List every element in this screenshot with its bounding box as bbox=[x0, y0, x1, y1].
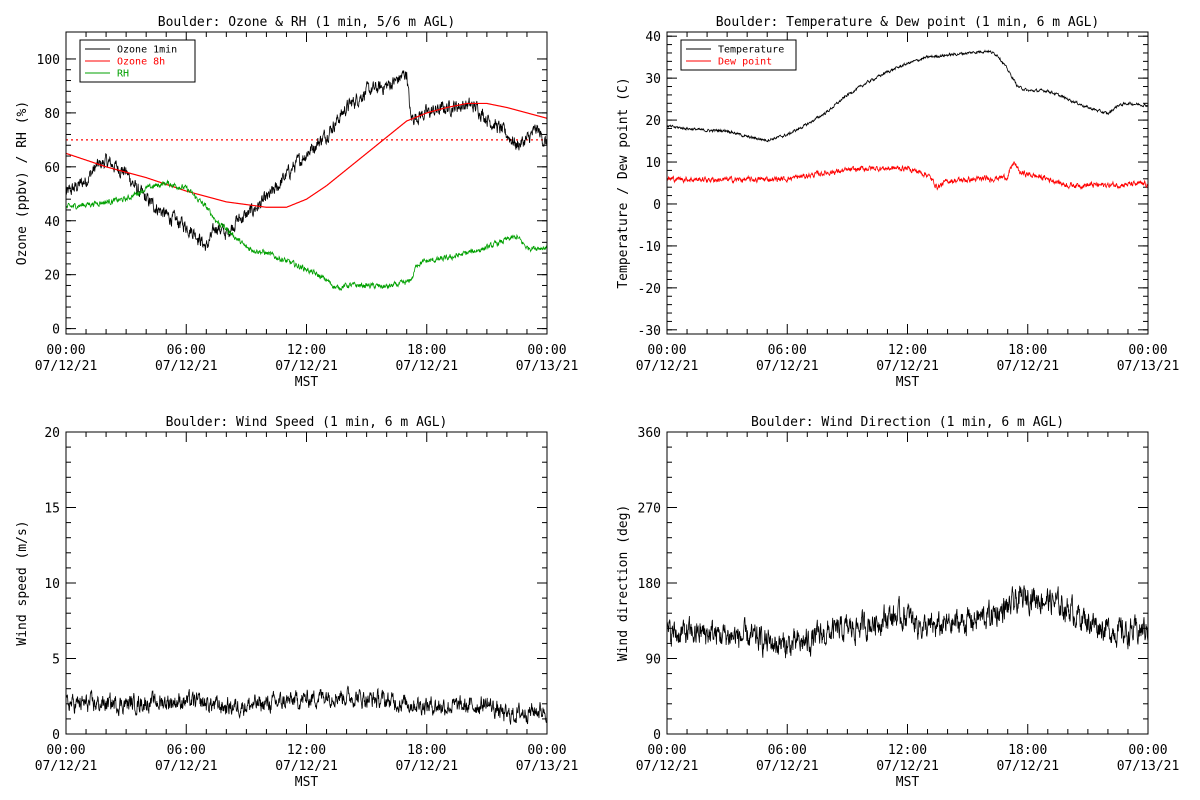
y-axis-label: Ozone (ppbv) / RH (%) bbox=[15, 101, 30, 265]
series-line-rh bbox=[66, 179, 547, 291]
x-tick-label-time: 00:00 bbox=[46, 343, 85, 358]
x-tick-label-time: 18:00 bbox=[407, 743, 446, 758]
x-tick-label-time: 18:00 bbox=[1008, 743, 1047, 758]
chart-panel-3: Boulder: Wind Speed (1 min, 6 m AGL) Wind… bbox=[15, 415, 578, 790]
series-line-temperature bbox=[667, 49, 1148, 143]
x-axis-label: MST bbox=[295, 775, 319, 790]
chart-panel-2: Boulder: Temperature & Dew point (1 min,… bbox=[616, 15, 1179, 390]
y-tick-label: 30 bbox=[645, 72, 661, 87]
y-tick-label: 80 bbox=[44, 107, 60, 122]
x-tick-label-time: 18:00 bbox=[407, 343, 446, 358]
series-line-ozone-1min bbox=[66, 70, 547, 251]
x-tick-label-time: 12:00 bbox=[287, 743, 326, 758]
x-tick-label-time: 00:00 bbox=[647, 743, 686, 758]
y-tick-label: 20 bbox=[645, 114, 661, 129]
x-tick-label-date: 07/12/21 bbox=[876, 359, 939, 374]
y-tick-label: 100 bbox=[37, 53, 60, 68]
x-axis-label: MST bbox=[295, 375, 319, 390]
x-tick-label-time: 06:00 bbox=[167, 343, 206, 358]
chart-title: Boulder: Temperature & Dew point (1 min,… bbox=[716, 15, 1100, 30]
y-tick-label: 20 bbox=[44, 426, 60, 441]
chart-title: Boulder: Wind Direction (1 min, 6 m AGL) bbox=[751, 415, 1064, 430]
y-tick-label: 0 bbox=[52, 728, 60, 743]
legend-box bbox=[79, 39, 196, 83]
x-tick-label-time: 00:00 bbox=[46, 743, 85, 758]
x-tick-label-time: 06:00 bbox=[768, 343, 807, 358]
x-tick-label-date: 07/12/21 bbox=[35, 759, 98, 774]
y-tick-label: 15 bbox=[44, 502, 60, 517]
y-tick-label: 270 bbox=[638, 502, 661, 517]
x-tick-label-time: 00:00 bbox=[1128, 343, 1167, 358]
y-tick-label: 180 bbox=[638, 577, 661, 592]
x-tick-label-date: 07/12/21 bbox=[876, 759, 939, 774]
x-tick-label-date: 07/12/21 bbox=[155, 759, 218, 774]
x-tick-label-time: 06:00 bbox=[768, 743, 807, 758]
x-tick-label-time: 00:00 bbox=[527, 343, 566, 358]
x-tick-label-date: 07/13/21 bbox=[1117, 359, 1180, 374]
x-tick-label-date: 07/12/21 bbox=[636, 359, 699, 374]
x-tick-label-date: 07/12/21 bbox=[35, 359, 98, 374]
y-tick-label: 40 bbox=[44, 215, 60, 230]
x-tick-label-time: 00:00 bbox=[527, 743, 566, 758]
y-tick-label: 0 bbox=[653, 728, 661, 743]
legend-label: Ozone 8h bbox=[117, 57, 165, 68]
plot-frame bbox=[65, 431, 548, 735]
x-tick-label-date: 07/12/21 bbox=[996, 359, 1059, 374]
legend-label: RH bbox=[117, 69, 129, 80]
legend-label: Temperature bbox=[718, 45, 784, 56]
y-tick-label: 0 bbox=[52, 323, 60, 338]
x-tick-label-time: 18:00 bbox=[1008, 343, 1047, 358]
x-axis-label: MST bbox=[896, 775, 920, 790]
x-tick-label-date: 07/12/21 bbox=[275, 759, 338, 774]
x-tick-label-date: 07/12/21 bbox=[395, 759, 458, 774]
x-tick-label-date: 07/12/21 bbox=[395, 359, 458, 374]
x-tick-label-time: 00:00 bbox=[1128, 743, 1167, 758]
y-tick-label: 5 bbox=[52, 653, 60, 668]
x-tick-label-date: 07/12/21 bbox=[756, 759, 819, 774]
x-tick-label-time: 06:00 bbox=[167, 743, 206, 758]
x-tick-label-date: 07/12/21 bbox=[756, 359, 819, 374]
y-tick-label: 90 bbox=[645, 653, 661, 668]
y-tick-label: 10 bbox=[645, 156, 661, 171]
x-tick-label-time: 12:00 bbox=[888, 343, 927, 358]
y-axis-label: Wind direction (deg) bbox=[616, 505, 631, 662]
x-tick-label-time: 00:00 bbox=[647, 343, 686, 358]
chart-title: Boulder: Wind Speed (1 min, 6 m AGL) bbox=[166, 415, 448, 430]
y-tick-label: 40 bbox=[645, 30, 661, 45]
plot-frame bbox=[666, 431, 1149, 735]
x-tick-label-date: 07/12/21 bbox=[996, 759, 1059, 774]
chart-title: Boulder: Ozone & RH (1 min, 5/6 m AGL) bbox=[158, 15, 455, 30]
x-tick-label-date: 07/12/21 bbox=[155, 359, 218, 374]
x-tick-label-time: 12:00 bbox=[888, 743, 927, 758]
x-tick-label-date: 07/13/21 bbox=[1117, 759, 1180, 774]
legend-label: Ozone 1min bbox=[117, 45, 177, 56]
chart-panel-4: Boulder: Wind Direction (1 min, 6 m AGL)… bbox=[616, 415, 1179, 790]
y-tick-label: 20 bbox=[44, 269, 60, 284]
y-tick-label: 0 bbox=[653, 198, 661, 213]
x-tick-label-time: 12:00 bbox=[287, 343, 326, 358]
series-line-data bbox=[667, 585, 1148, 659]
y-tick-label: -30 bbox=[638, 324, 661, 339]
x-tick-label-date: 07/13/21 bbox=[516, 759, 579, 774]
legend-label: Dew point bbox=[718, 57, 772, 68]
y-axis-label: Wind speed (m/s) bbox=[15, 520, 30, 645]
x-tick-label-date: 07/12/21 bbox=[636, 759, 699, 774]
y-tick-label: 60 bbox=[44, 161, 60, 176]
x-tick-label-date: 07/12/21 bbox=[275, 359, 338, 374]
y-tick-label: 360 bbox=[638, 426, 661, 441]
series-line-ozone-8h bbox=[66, 102, 547, 208]
plot-frame bbox=[65, 31, 548, 335]
y-tick-label: 10 bbox=[44, 577, 60, 592]
x-tick-label-date: 07/13/21 bbox=[516, 359, 579, 374]
y-tick-label: -10 bbox=[638, 240, 661, 255]
plot-frame bbox=[666, 31, 1149, 335]
x-axis-label: MST bbox=[896, 375, 920, 390]
series-line-data bbox=[66, 685, 547, 725]
y-axis-label: Temperature / Dew point (C) bbox=[616, 77, 631, 288]
chart-panel-1: Boulder: Ozone & RH (1 min, 5/6 m AGL) Oz… bbox=[15, 15, 578, 390]
legend-box bbox=[680, 39, 797, 71]
y-tick-label: -20 bbox=[638, 282, 661, 297]
series-line-dew-point bbox=[667, 160, 1148, 191]
